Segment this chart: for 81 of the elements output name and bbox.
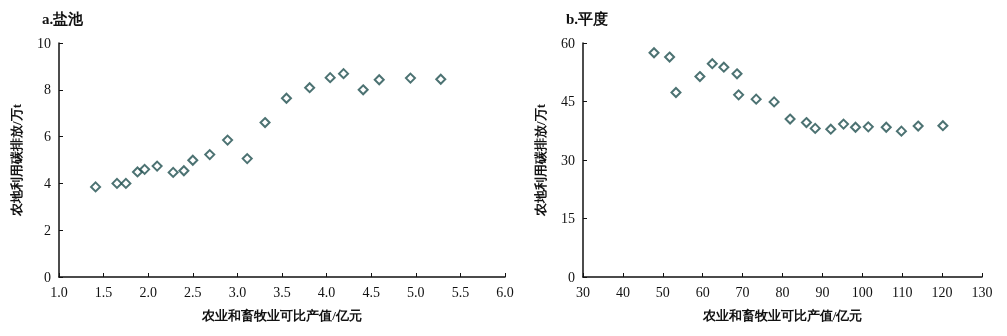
point — [120, 177, 132, 189]
point — [280, 92, 292, 104]
point — [825, 123, 837, 135]
point — [800, 117, 812, 129]
point — [706, 58, 718, 70]
point — [90, 181, 102, 193]
point — [435, 73, 447, 85]
x-tick-label: 1.0 — [50, 284, 68, 300]
x-tick-label: 2.5 — [184, 284, 202, 300]
x-tick-label: 4.5 — [362, 284, 380, 300]
point — [937, 120, 949, 132]
point — [167, 166, 179, 178]
point — [694, 71, 706, 83]
x-tick-label: 70 — [735, 284, 750, 300]
point — [241, 153, 253, 165]
point — [324, 72, 336, 84]
point — [850, 121, 862, 133]
point — [304, 82, 316, 94]
x-tick-label: 50 — [655, 284, 670, 300]
x-tick-label: 5.0 — [407, 284, 425, 300]
y-tick-label: 60 — [561, 35, 575, 51]
point — [670, 87, 682, 99]
y-axis-title: 农地利用碳排放/万t — [9, 103, 24, 217]
point — [862, 121, 874, 133]
y-tick-label: 10 — [37, 35, 51, 51]
point — [204, 149, 216, 161]
x-tick-label: 120 — [931, 284, 953, 300]
point — [784, 113, 796, 125]
x-tick-label: 2.0 — [139, 284, 157, 300]
x-tick-label: 5.5 — [451, 284, 470, 300]
point — [111, 177, 123, 189]
x-tick-label: 30 — [576, 284, 590, 300]
point — [648, 47, 660, 59]
x-tick-label: 3.0 — [228, 284, 247, 300]
point — [838, 118, 850, 130]
point — [178, 165, 190, 177]
point — [132, 166, 143, 178]
x-axis-title: 农业和畜牧业可比产值/亿元 — [701, 308, 863, 323]
y-tick-label: 2 — [44, 222, 51, 238]
y-tick-label: 30 — [561, 152, 575, 168]
point — [664, 51, 676, 63]
point — [768, 96, 780, 108]
point — [733, 89, 745, 101]
y-tick-label: 0 — [568, 269, 575, 285]
point — [187, 154, 199, 166]
point — [809, 122, 821, 134]
point — [750, 93, 762, 105]
x-tick-label: 100 — [851, 284, 873, 300]
point — [731, 68, 743, 80]
x-tick-label: 110 — [891, 284, 913, 300]
point — [373, 74, 385, 86]
x-tick-label: 80 — [775, 284, 790, 300]
point — [139, 163, 151, 175]
point — [912, 120, 924, 132]
x-tick-label: 130 — [971, 284, 993, 300]
x-axis-title: 农业和畜牧业可比产值/亿元 — [201, 308, 362, 323]
chart-title: a.盐池 — [42, 10, 85, 27]
point — [259, 117, 271, 129]
point — [357, 84, 369, 96]
y-tick-label: 45 — [561, 94, 575, 109]
point — [895, 125, 907, 137]
y-tick-label: 8 — [44, 82, 51, 98]
point — [404, 72, 416, 84]
x-tick-label: 4.0 — [317, 284, 336, 300]
chart-title: b.平度 — [566, 9, 609, 27]
x-tick-label: 1.5 — [94, 284, 113, 300]
y-tick-label: 0 — [44, 269, 51, 285]
point — [718, 61, 730, 73]
point — [880, 121, 892, 133]
point — [338, 68, 350, 80]
x-tick-label: 90 — [815, 284, 830, 300]
point — [222, 134, 234, 146]
x-tick-label: 40 — [615, 284, 630, 300]
y-tick-label: 15 — [561, 211, 575, 226]
y-tick-label: 4 — [44, 175, 51, 191]
x-tick-label: 3.5 — [273, 284, 291, 300]
y-tick-label: 6 — [44, 129, 51, 145]
x-tick-label: 60 — [695, 284, 710, 300]
point — [151, 160, 163, 172]
x-tick-label: 6.0 — [496, 284, 514, 300]
y-axis-title: 农地利用碳排放/万t — [533, 103, 548, 217]
